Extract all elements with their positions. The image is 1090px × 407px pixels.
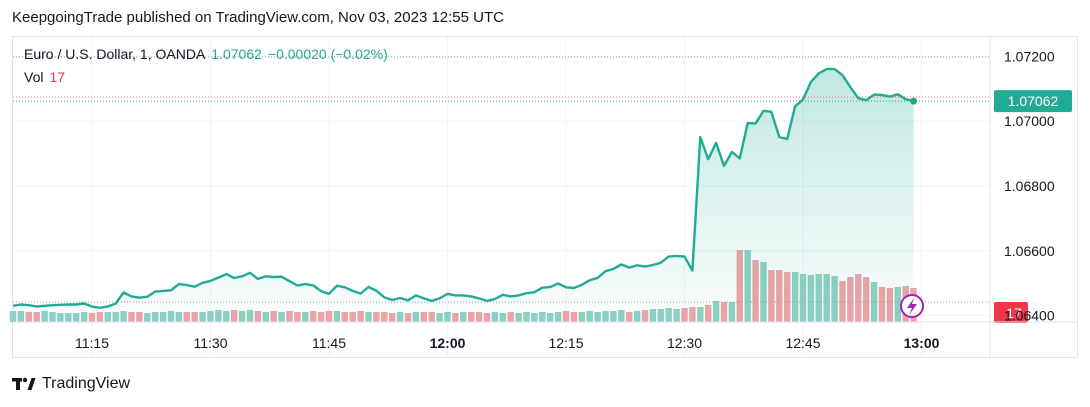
volume-value: 17: [49, 69, 66, 85]
price-change: −0.00020 (−0.02%): [267, 46, 388, 62]
lightning-bolt: [907, 298, 917, 315]
tradingview-logo-icon: [12, 377, 36, 391]
volume-badge: [994, 302, 1028, 323]
y-tick-label: 1.06600: [1004, 243, 1055, 259]
x-tick-label: 12:30: [667, 335, 702, 351]
y-tick-label: 1.07000: [1004, 113, 1055, 129]
footer-brand-label: TradingView: [42, 375, 131, 392]
x-tick-label: 11:30: [194, 335, 228, 351]
chart-frame: [12, 36, 1078, 358]
publisher-header: KeepgoingTrade published on TradingView.…: [12, 9, 504, 26]
footer-brand[interactable]: TradingView: [12, 375, 130, 393]
volume-badge-label: 17: [1006, 305, 1022, 321]
x-tick-label: 12:15: [548, 335, 583, 351]
volume-legend: Vol 17: [24, 69, 65, 85]
x-tick-label: 12:45: [785, 335, 820, 351]
x-tick-label: 11:15: [75, 335, 109, 351]
symbol-name: Euro / U.S. Dollar, 1, OANDA: [24, 46, 206, 62]
symbol-legend: Euro / U.S. Dollar, 1, OANDA 1.07062 −0.00…: [24, 46, 388, 62]
price-line: [12, 67, 914, 309]
y-tick-label: 1.07200: [1004, 48, 1055, 64]
last-price: 1.07062: [211, 46, 262, 62]
x-tick-label: 12:00: [430, 335, 466, 351]
last-price-badge-label: 1.07062: [1008, 93, 1059, 109]
last-price-marker: [910, 97, 918, 105]
last-price-badge: [994, 90, 1072, 113]
price-area-fill: [13, 69, 914, 322]
y-tick-label: 1.06800: [1004, 178, 1055, 194]
x-tick-label: 11:45: [312, 335, 346, 351]
x-tick-label: 13:00: [904, 335, 940, 351]
y-tick-label: 1.06400: [1004, 308, 1055, 324]
volume-label: Vol: [24, 69, 44, 85]
